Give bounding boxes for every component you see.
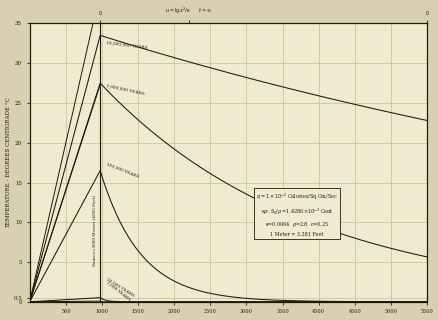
Text: 10,000 YEARS: 10,000 YEARS [105,276,134,297]
Text: $q=1\times10^{-2}$ Calories/Sq Cm/Sec
$\kappa\rho$: $S_0/\rho$ =1.4286$\times10^: $q=1\times10^{-2}$ Calories/Sq Cm/Sec $\… [255,192,337,237]
Text: 1,000 YEARS: 1,000 YEARS [105,280,131,301]
Text: 100,000 YEARS: 100,000 YEARS [105,162,139,179]
Text: 10,000,000 YEARS: 10,000,000 YEARS [105,40,147,49]
Text: Source=3000 Meters (4905 Feet): Source=3000 Meters (4905 Feet) [93,195,97,266]
Y-axis label: TEMPERATURE - DEGREES CENTIGRADE °C: TEMPERATURE - DEGREES CENTIGRADE °C [6,97,11,228]
Text: 1,000,000 YEARS: 1,000,000 YEARS [105,83,144,95]
